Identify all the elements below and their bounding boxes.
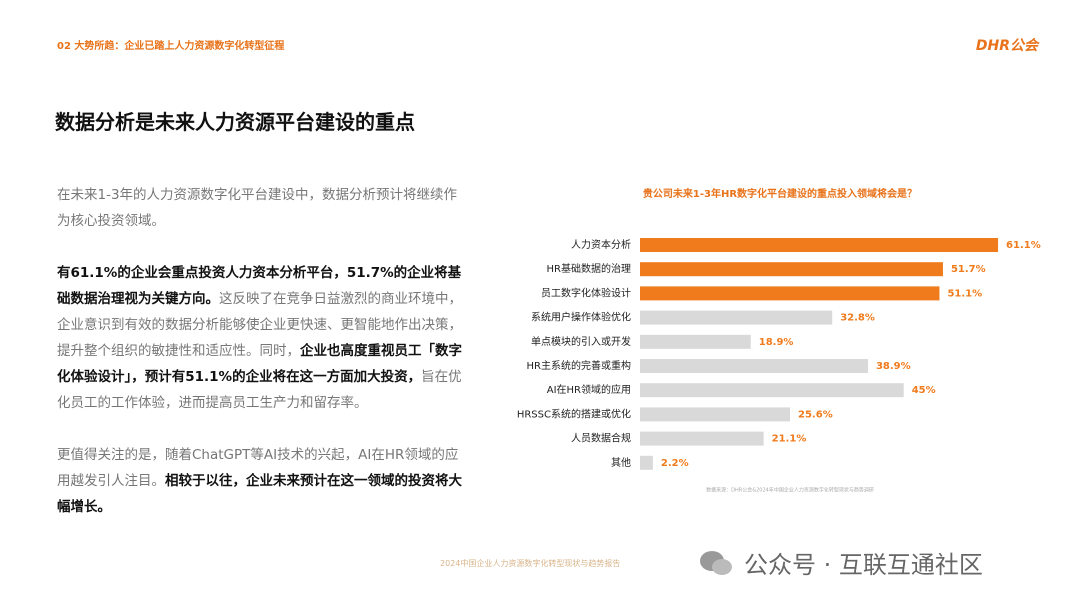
category-label: 人员数据合规 — [571, 432, 631, 445]
logo: DHR公会 — [975, 38, 1038, 54]
category-label: HRSSC系统的搭建或优化 — [517, 407, 631, 420]
bar — [640, 383, 904, 398]
value-label: 45% — [912, 385, 936, 396]
bar — [640, 334, 751, 349]
section-header: 02 大势所趋：企业已踏上人力资源数字化转型征程 — [57, 41, 285, 52]
paragraph: 更值得关注的是，随着ChatGPT等AI技术的兴起，AI在HR领域的应用越发引人… — [57, 442, 467, 520]
chart-title: 贵公司未来1-3年HR数字化平台建设的重点投入领域将会是？ — [643, 187, 917, 200]
value-label: 51.7% — [951, 264, 986, 275]
text: 这反映了在竞争日益激烈的商业环境中，企业意识到有效的数据分析能够使企业更快速、更… — [57, 291, 462, 359]
value-label: 18.9% — [759, 337, 794, 348]
value-label: 21.1% — [772, 434, 807, 445]
bar — [640, 407, 791, 422]
value-label: 25.6% — [798, 409, 833, 420]
text: 旨在优化员工的工作体验，进而提高员工生产力和留存率。 — [57, 369, 462, 411]
wechat-icon — [700, 550, 732, 575]
paragraph: 在未来1-3年的人力资源数字化平台建设中，数据分析预计将继续作为核心投资领域。 — [57, 182, 467, 234]
category-label: 单点模块的引入或开发 — [531, 335, 631, 348]
bar — [640, 262, 943, 277]
chart-source: 数据来源：DHR公会&2024年中国企业人力资源数字化转型现状与趋势调研 — [706, 487, 874, 494]
value-label: 38.9% — [876, 361, 911, 372]
text: 在未来1-3年的人力资源数字化平台建设中，数据分析预计将继续作为核心投资领域。 — [57, 187, 458, 229]
value-label: 61.1% — [1006, 240, 1041, 251]
paragraph: 有61.1%的企业会重点投资人力资本分析平台，51.7%的企业将基础数据治理视为… — [57, 260, 467, 416]
value-label: 32.8% — [840, 313, 875, 324]
footer: 2024中国企业人力资源数字化转型现状与趋势报告 — [440, 559, 621, 568]
body-text: 在未来1-3年的人力资源数字化平台建设中，数据分析预计将继续作为核心投资领域。有… — [57, 182, 467, 546]
bar — [640, 286, 940, 301]
category-label: HR基础数据的治理 — [547, 262, 631, 275]
bar — [640, 238, 999, 252]
value-label: 51.1% — [947, 288, 982, 299]
bar — [640, 455, 653, 470]
slide-title: 数据分析是未来人力资源平台建设的重点 — [55, 110, 415, 134]
category-label: 员工数字化体验设计 — [541, 286, 631, 299]
watermark-text: 公众号 · 互联互通社区 — [744, 551, 983, 579]
watermark: 公众号 · 互联互通社区 — [698, 545, 983, 580]
bar — [640, 310, 833, 325]
category-label: AI在HR领域的应用 — [547, 383, 631, 396]
bold-text: 有61.1%的企业会重点投资人力资本分析平台，51.7%的企业将基础数据治理视为… — [57, 265, 462, 307]
value-label: 2.2% — [661, 458, 689, 469]
bar — [640, 431, 764, 446]
bold-text: 企业也高度重视员工「数字化体验设计」，预计有51.1%的企业将在这一方面加大投资… — [57, 343, 462, 385]
category-label: 系统用户操作体验优化 — [531, 311, 631, 324]
bar — [640, 359, 868, 373]
category-label: HR主系统的完善或重构 — [527, 359, 631, 372]
category-label: 人力资本分析 — [571, 238, 631, 251]
bold-text: 相较于以往，企业未来预计在这一领域的投资将大幅增长。 — [57, 473, 462, 515]
category-label: 其他 — [611, 456, 631, 469]
text: 更值得关注的是，随着ChatGPT等AI技术的兴起，AI在HR领域的应用越发引人… — [57, 447, 459, 489]
